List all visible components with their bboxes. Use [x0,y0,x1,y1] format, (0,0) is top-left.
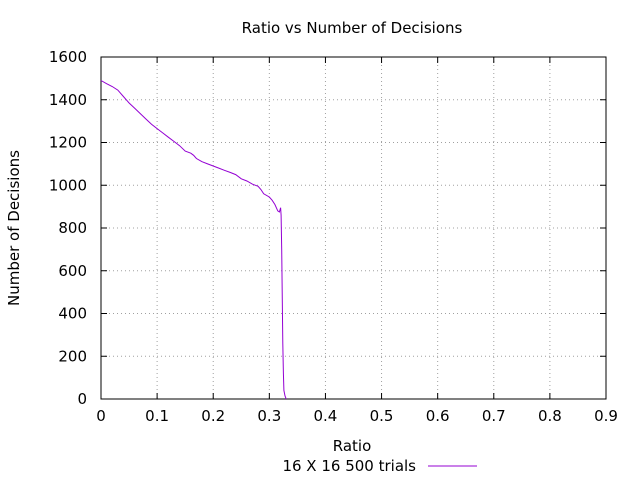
x-tick-label: 0.5 [370,407,394,425]
x-axis-label: Ratio [333,437,372,455]
x-tick-label: 0.7 [482,407,506,425]
series-line [100,80,287,400]
series-group [100,80,287,400]
y-axis-label: Number of Decisions [5,150,23,306]
x-tick-label: 0.4 [314,407,338,425]
y-tick-label: 0 [77,390,87,408]
legend-label: 16 X 16 500 trials [282,457,416,475]
y-tick-label: 600 [58,262,87,280]
x-tick-label: 0.9 [594,407,618,425]
y-tick-label: 1000 [49,176,87,194]
x-tick-label: 0.6 [426,407,450,425]
y-axis-ticks: 0 200 400 600 800 1000 1200 1400 1600 [49,48,606,408]
y-tick-label: 1600 [49,48,87,66]
y-tick-label: 1400 [49,91,87,109]
x-axis-ticks: 0 0.1 0.2 0.3 0.4 0.5 0.6 0.7 0.8 0.9 [96,57,618,425]
x-tick-label: 0.8 [538,407,562,425]
y-tick-label: 200 [58,347,87,365]
x-tick-label: 0.3 [257,407,281,425]
y-tick-label: 1200 [49,134,87,152]
y-tick-label: 400 [58,305,87,323]
chart-title: Ratio vs Number of Decisions [242,19,463,37]
x-tick-label: 0.2 [201,407,225,425]
grid [101,57,606,399]
x-tick-label: 0.1 [145,407,169,425]
legend: 16 X 16 500 trials [282,457,477,475]
y-tick-label: 800 [58,219,87,237]
x-tick-label: 0 [96,407,106,425]
